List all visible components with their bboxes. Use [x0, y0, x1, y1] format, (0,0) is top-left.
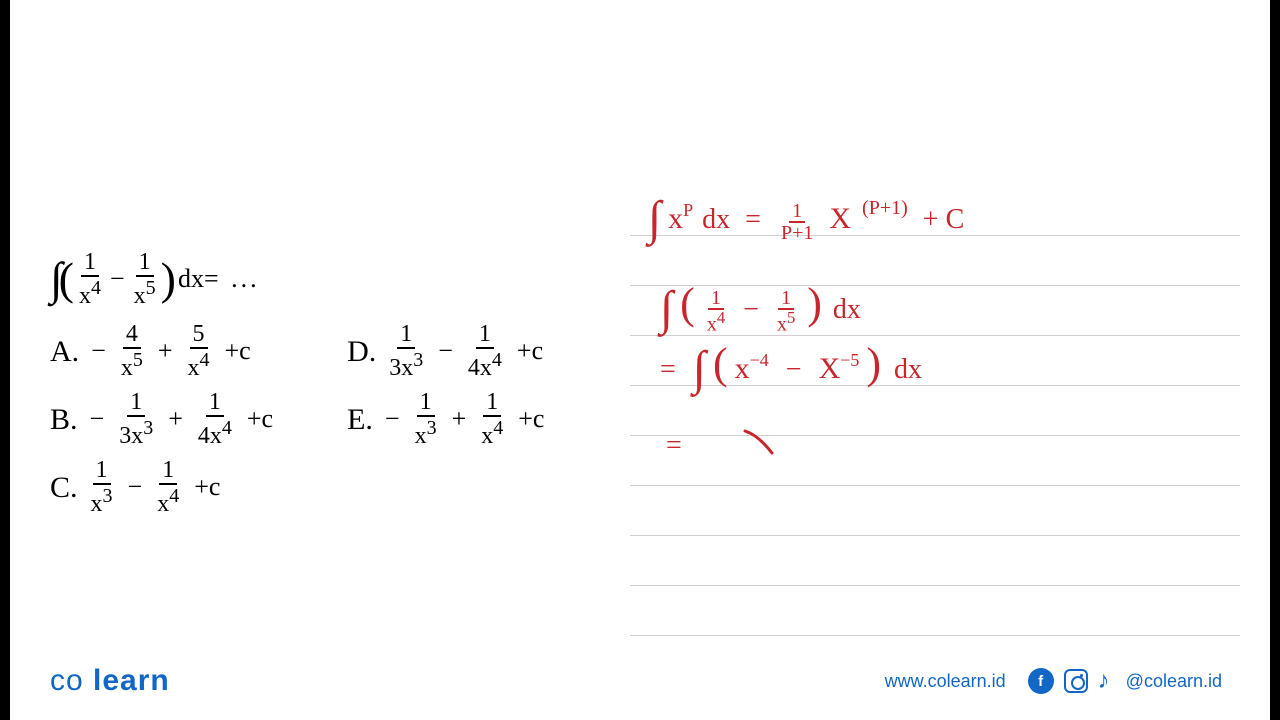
facebook-icon[interactable]: f [1028, 668, 1054, 694]
option-c: C. 1 x3 − 1 x4 +c [50, 458, 277, 516]
handwritten-equals: = [666, 430, 682, 462]
options-col-1: A. − 4 x5 + 5 x4 +c B. − 1 3x3 [50, 322, 277, 516]
tiktok-icon[interactable]: ♪ [1098, 667, 1110, 695]
option-d: D. 1 3x3 − 1 4x4 +c [347, 322, 548, 380]
social-handle: @colearn.id [1126, 671, 1222, 692]
footer: co learn www.colearn.id f ♪ @colearn.id [10, 664, 1270, 698]
equals-dots: = ... [204, 265, 260, 294]
option-b: B. − 1 3x3 + 1 4x4 +c [50, 390, 277, 448]
handwritten-step-2: = ∫ ( x−4 − X−5 ) dx [660, 335, 922, 390]
handwritten-power-rule: ∫ xP dx = 1 P+1 X (P+1) + C [648, 185, 964, 243]
dx-text: dx [178, 265, 204, 294]
option-a: A. − 4 x5 + 5 x4 +c [50, 322, 277, 380]
question-equation: ∫ ( 1 x4 − 1 x5 ) dx = ... [50, 250, 640, 308]
minus-op: − [110, 265, 125, 294]
instagram-icon[interactable] [1064, 669, 1088, 693]
close-paren: ) [161, 261, 176, 298]
handwritten-step-1: ∫ ( 1 x4 − 1 x5 ) dx [660, 275, 861, 335]
open-paren: ( [59, 261, 74, 298]
handwritten-area: ∫ xP dx = 1 P+1 X (P+1) + C ∫ ( 1 x4 − 1… [630, 175, 1240, 645]
handwritten-stroke-mark [740, 425, 780, 457]
footer-url[interactable]: www.colearn.id [885, 671, 1006, 692]
printed-question-block: ∫ ( 1 x4 − 1 x5 ) dx = ... A. − 4 x5 + [50, 250, 640, 516]
colearn-logo: co learn [50, 664, 170, 698]
options-container: A. − 4 x5 + 5 x4 +c B. − 1 3x3 [50, 322, 640, 516]
social-icons: f ♪ @colearn.id [1028, 667, 1222, 695]
frac-1-x5: 1 x5 [131, 250, 159, 308]
option-e: E. − 1 x3 + 1 x4 +c [347, 390, 548, 448]
options-col-2: D. 1 3x3 − 1 4x4 +c E. − 1 x3 [347, 322, 548, 516]
frac-1-x4: 1 x4 [76, 250, 104, 308]
